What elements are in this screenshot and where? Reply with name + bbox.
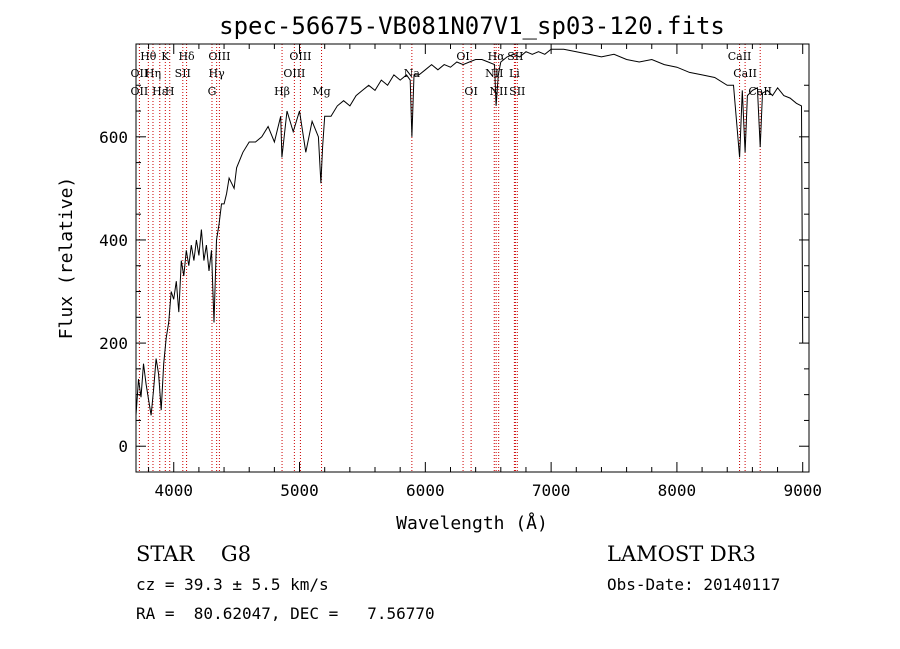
line-marker-label: Hε — [152, 85, 168, 98]
y-tick-label: 0 — [118, 437, 128, 456]
line-marker-label: H — [165, 85, 175, 98]
line-marker-label: OII — [131, 67, 149, 80]
spectrum-line — [135, 48, 804, 416]
line-marker-label: Hθ — [140, 50, 157, 63]
survey-name: LAMOST DR3 — [607, 542, 756, 566]
line-marker-label: SII — [175, 67, 191, 80]
line-marker-label: Mg — [312, 85, 330, 98]
line-marker-label: G — [208, 85, 217, 98]
x-tick-label: 5000 — [280, 481, 319, 500]
y-tick-label: 600 — [99, 128, 128, 147]
x-tick-label: 9000 — [783, 481, 822, 500]
x-tick-label: 4000 — [154, 481, 193, 500]
x-axis-label: Wavelength (Å) — [396, 512, 548, 534]
plot-frame — [135, 43, 810, 473]
x-tick-label: 7000 — [532, 481, 571, 500]
line-marker-label: OI — [456, 50, 469, 63]
line-marker-label: OIII — [208, 50, 230, 63]
line-marker-label: Hα — [488, 50, 506, 63]
spectral-line-markers — [138, 44, 761, 472]
line-marker-label: CaII — [733, 67, 757, 80]
line-marker-label: OIII — [283, 67, 305, 80]
line-marker-label: OII — [131, 85, 149, 98]
line-marker-label: Hβ — [274, 85, 290, 98]
line-marker-label: CaII — [728, 50, 752, 63]
line-marker-label: Hη — [145, 67, 161, 80]
line-marker-label: Hδ — [178, 50, 195, 63]
line-marker-label: SII — [507, 50, 523, 63]
line-marker-label: Li — [509, 67, 520, 80]
line-marker-label: Na — [404, 67, 421, 80]
coordinates: RA = 80.62047, DEC = 7.56770 — [136, 604, 435, 623]
x-tick-label: 6000 — [406, 481, 445, 500]
y-axis-ticks: 0 200 400 600 — [99, 84, 809, 456]
observation-date: Obs-Date: 20140117 — [607, 575, 780, 594]
x-axis-ticks: 4000 5000 6000 7000 8000 9000 — [148, 44, 822, 500]
line-marker-label: OIII — [289, 50, 311, 63]
line-marker-label: SII — [509, 85, 525, 98]
line-marker-label: Hγ — [209, 67, 226, 80]
line-marker-label: NII — [490, 85, 508, 98]
y-tick-label: 200 — [99, 334, 128, 353]
line-marker-label: OI — [464, 85, 477, 98]
chart-title: spec-56675-VB081N07V1_sp03-120.fits — [219, 12, 725, 40]
line-marker-label: K — [161, 50, 170, 63]
y-tick-label: 400 — [99, 231, 128, 250]
line-marker-label: CaII — [748, 85, 772, 98]
y-axis-label: Flux (relative) — [56, 177, 77, 340]
x-tick-label: 8000 — [658, 481, 697, 500]
redshift-velocity: cz = 39.3 ± 5.5 km/s — [136, 575, 329, 594]
object-class: STAR G8 — [136, 542, 251, 566]
